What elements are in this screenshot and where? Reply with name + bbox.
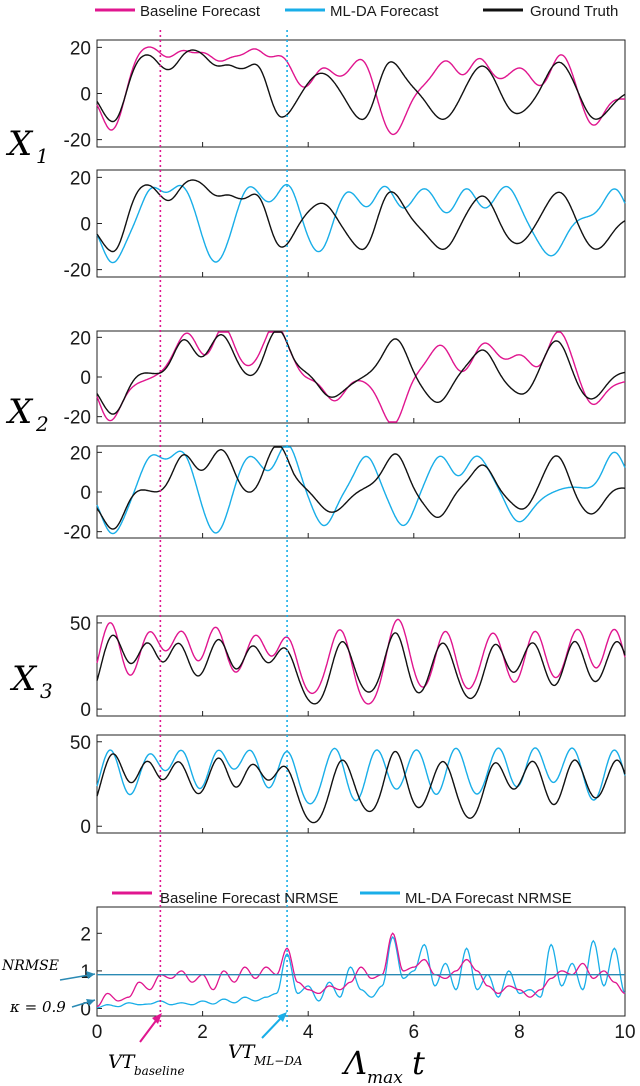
x3-sub: 3: [40, 679, 53, 703]
x2-sub: 2: [35, 412, 49, 436]
ground-truth-line-x3-baseline: [96, 632, 626, 705]
panel-x3-mlda: 50 0: [70, 733, 626, 838]
y-tick-label: -20: [64, 131, 91, 152]
legend-baseline-nrmse-label: Baseline Forecast NRMSE: [160, 890, 338, 907]
x-tick-label: 6: [409, 1022, 420, 1043]
panel-x2-mlda: 20 0 -20: [64, 443, 626, 544]
y-tick-label: 1: [80, 962, 91, 983]
vt-mlda-arrow: [261, 1016, 283, 1039]
mlda-forecast-line-x3-mlda: [96, 747, 626, 805]
vt-baseline-arrow: [139, 1017, 159, 1043]
y-tick-label: 20: [70, 328, 91, 349]
vt-mlda-sub: ML−DA: [253, 1054, 303, 1068]
kappa-annotation: κ = 0.9: [9, 998, 66, 1016]
x1-main: X: [5, 124, 34, 164]
x2-main: X: [5, 392, 34, 432]
variable-label-x2: X 2: [5, 392, 49, 436]
panel-x1-baseline: 20 0 -20: [64, 38, 626, 152]
panel-frame-x2-baseline: [96, 330, 626, 424]
legend-bottom: Baseline Forecast NRMSE ML-DA Forecast N…: [112, 890, 572, 907]
panel-x2-baseline: 20 0 -20: [64, 328, 626, 429]
vt-mlda-label: VT ML−DA: [228, 1041, 303, 1068]
mlda-nrmse-line: [96, 936, 626, 1009]
vt-baseline-main: VT: [108, 1051, 136, 1073]
y-tick-label: 0: [80, 483, 91, 504]
xlabel-lambda: Λ: [341, 1044, 367, 1082]
y-tick-label: 0: [80, 817, 91, 838]
y-tick-label: -20: [64, 523, 91, 544]
y-tick-label: 0: [80, 215, 91, 236]
y-tick-label: 20: [70, 38, 91, 59]
y-tick-label: 0: [80, 368, 91, 389]
legend-mlda-label: ML-DA Forecast: [330, 3, 439, 20]
y-tick-label: 50: [70, 733, 91, 754]
y-tick-label: -20: [64, 408, 91, 429]
legend-baseline-label: Baseline Forecast: [140, 3, 261, 20]
x-tick-label: 0: [92, 1022, 103, 1043]
ground-truth-line-x2-mlda: [96, 446, 626, 530]
ground-truth-line-x1-baseline: [96, 49, 626, 123]
y-tick-label: 20: [70, 443, 91, 464]
y-tick-label: 20: [70, 168, 91, 189]
vt-baseline-sub: baseline: [134, 1064, 185, 1078]
x-axis-label: Λ max t: [341, 1044, 425, 1086]
x3-main: X: [9, 659, 38, 699]
baseline-forecast-line-x1-baseline: [96, 46, 626, 136]
y-tick-label: 50: [70, 614, 91, 635]
y-tick-label: 2: [80, 924, 91, 945]
mlda-forecast-line-x1-mlda: [96, 183, 626, 264]
x-tick-label: 10: [614, 1022, 635, 1043]
vt-baseline-label: VT baseline: [108, 1051, 185, 1078]
vt-mlda-arrowhead: [277, 1012, 287, 1022]
variable-label-x3: X 3: [9, 659, 53, 703]
baseline-nrmse-line: [96, 932, 626, 1008]
panel-x1-mlda: 20 0 -20: [64, 168, 626, 282]
legend-truth-label: Ground Truth: [530, 3, 618, 20]
panel-frame-nrmse: [96, 906, 626, 1017]
panel-frame-x3-baseline: [96, 615, 626, 717]
panel-frame-x1-baseline: [96, 39, 626, 148]
y-tick-label: 0: [80, 85, 91, 106]
panel-frame-x3-mlda: [96, 734, 626, 834]
legend-mlda-nrmse-label: ML-DA Forecast NRMSE: [405, 890, 572, 907]
nrmse-annotation: NRMSE: [1, 958, 59, 974]
y-tick-label: 0: [80, 700, 91, 721]
x-tick-label: 2: [197, 1022, 208, 1043]
variable-label-x1: X 1: [5, 124, 49, 168]
ground-truth-line-x2-baseline: [96, 331, 626, 415]
kappa-arrowhead: [86, 999, 95, 1006]
legend-top: Baseline Forecast ML-DA Forecast Ground …: [95, 3, 618, 20]
panel-frame-x1-mlda: [96, 169, 626, 278]
vt-mlda-main: VT: [228, 1041, 256, 1063]
baseline-forecast-line-x3-baseline: [96, 618, 626, 705]
xlabel-sub: max: [367, 1068, 403, 1086]
x-tick-label: 4: [303, 1022, 314, 1043]
baseline-forecast-line-x2-baseline: [96, 331, 626, 423]
y-tick-label: -20: [64, 261, 91, 282]
panel-x3-baseline: 50 0: [70, 614, 626, 721]
nrmse-arrowhead: [86, 971, 95, 979]
vt-baseline-arrowhead: [152, 1013, 162, 1024]
xlabel-t: t: [412, 1044, 425, 1082]
ground-truth-line-x1-mlda: [96, 179, 626, 253]
x1-sub: 1: [36, 144, 49, 168]
y-tick-label: 0: [80, 999, 91, 1020]
ground-truth-line-x3-mlda: [96, 750, 626, 824]
x-tick-label: 8: [514, 1022, 525, 1043]
